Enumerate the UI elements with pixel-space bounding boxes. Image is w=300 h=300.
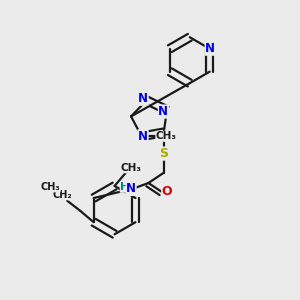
Text: N: N (138, 130, 148, 143)
Text: N: N (126, 182, 136, 195)
Text: O: O (162, 185, 172, 198)
Text: S: S (159, 147, 168, 160)
Text: CH₃: CH₃ (120, 163, 141, 173)
Text: CH₃: CH₃ (40, 182, 60, 192)
Text: CH₃: CH₃ (156, 131, 177, 141)
Text: CH₂: CH₂ (52, 190, 72, 200)
Text: N: N (138, 92, 148, 105)
Text: N: N (158, 105, 168, 118)
Text: H: H (120, 182, 130, 192)
Text: N: N (205, 42, 215, 55)
